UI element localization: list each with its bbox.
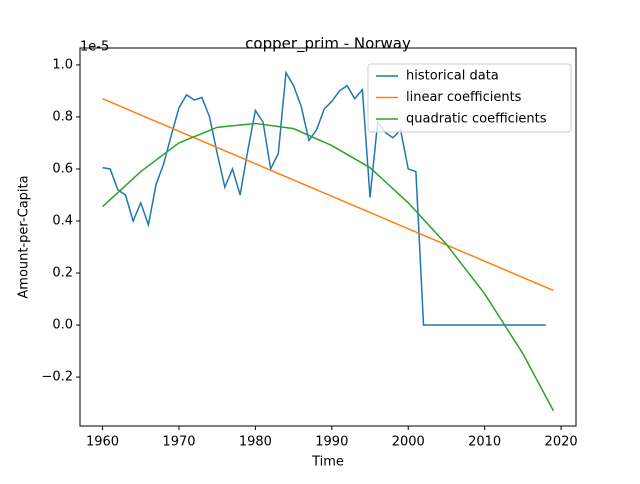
- legend-box: [367, 63, 572, 133]
- x-axis-label: Time: [311, 455, 344, 470]
- legend-label: historical data: [406, 69, 499, 84]
- legend-label: quadratic coefficients: [406, 112, 547, 127]
- x-tick-label: 1990: [315, 435, 348, 450]
- y-tick-label: 0.6: [52, 161, 73, 176]
- y-axis-label: Amount-per-Capita: [17, 175, 32, 298]
- y-tick-label: 0.4: [52, 214, 73, 229]
- y-tick-label: 0.0: [52, 318, 73, 333]
- y-tick-label: −0.2: [41, 370, 73, 385]
- x-tick-label: 1960: [86, 435, 119, 450]
- y-tick-label: 0.8: [52, 109, 73, 124]
- x-tick-label: 2020: [545, 435, 578, 450]
- offset-label: 1e-5: [80, 40, 109, 55]
- line-series: [102, 122, 555, 412]
- legend-label: linear coefficients: [406, 90, 522, 105]
- line-series: [102, 98, 554, 292]
- y-tick-label: 1.0: [52, 57, 73, 72]
- x-tick-label: 2000: [392, 435, 425, 450]
- x-tick-label: 2010: [468, 435, 501, 450]
- x-tick-label: 1980: [239, 435, 272, 450]
- y-tick-label: 0.2: [52, 266, 73, 281]
- chart-title: copper_prim - Norway: [245, 35, 411, 54]
- line-series: [102, 70, 546, 326]
- x-tick-label: 1970: [162, 435, 195, 450]
- plot-frame: [79, 47, 577, 427]
